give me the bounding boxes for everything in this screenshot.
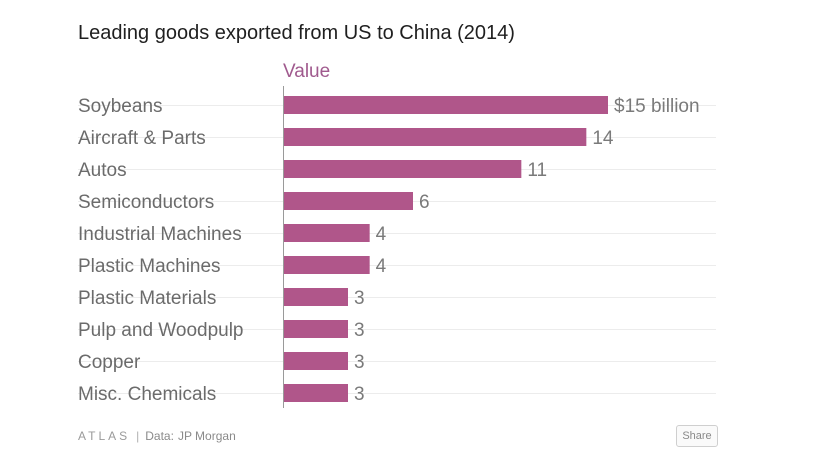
brand-logo[interactable]: ATLAS [78,429,131,443]
value-label: 4 [376,224,387,245]
category-label: Copper [78,352,141,373]
value-label: 6 [419,192,430,213]
share-button[interactable]: Share [676,425,718,447]
bar[interactable] [283,384,348,402]
bar[interactable] [283,288,348,306]
bar[interactable] [283,192,413,210]
value-label: 11 [527,160,547,181]
series-header: Value [283,61,331,82]
bar[interactable] [283,256,370,274]
value-label: 3 [354,384,365,405]
value-label: 3 [354,352,365,373]
bar[interactable] [283,128,587,146]
bar[interactable] [283,352,348,370]
category-label: Soybeans [78,96,163,117]
bar-chart: Soybeans $15 billion Aircraft & Parts 14 Aut… [78,86,716,408]
footer: ATLAS | Data: JP Morgan [78,429,236,443]
value-label: 4 [376,256,387,277]
bar[interactable] [283,320,348,338]
value-label: 14 [592,128,614,149]
bar[interactable] [283,224,370,242]
source-name: JP Morgan [177,429,236,443]
category-label: Misc. Chemicals [78,384,216,405]
category-label: Pulp and Woodpulp [78,320,244,341]
value-label: $15 billion [614,96,700,117]
category-label: Semiconductors [78,192,214,213]
category-label: Autos [78,160,127,181]
chart-title: Leading goods exported from US to China … [78,22,515,44]
value-label: 3 [354,320,365,341]
category-label: Plastic Materials [78,288,216,309]
bar[interactable] [283,96,608,114]
category-label: Industrial Machines [78,224,242,245]
source-prefix: Data: [145,429,174,443]
category-label: Plastic Machines [78,256,221,277]
value-label: 3 [354,288,365,309]
category-label: Aircraft & Parts [78,128,206,149]
footer-separator: | [136,429,140,443]
bar[interactable] [283,160,522,178]
